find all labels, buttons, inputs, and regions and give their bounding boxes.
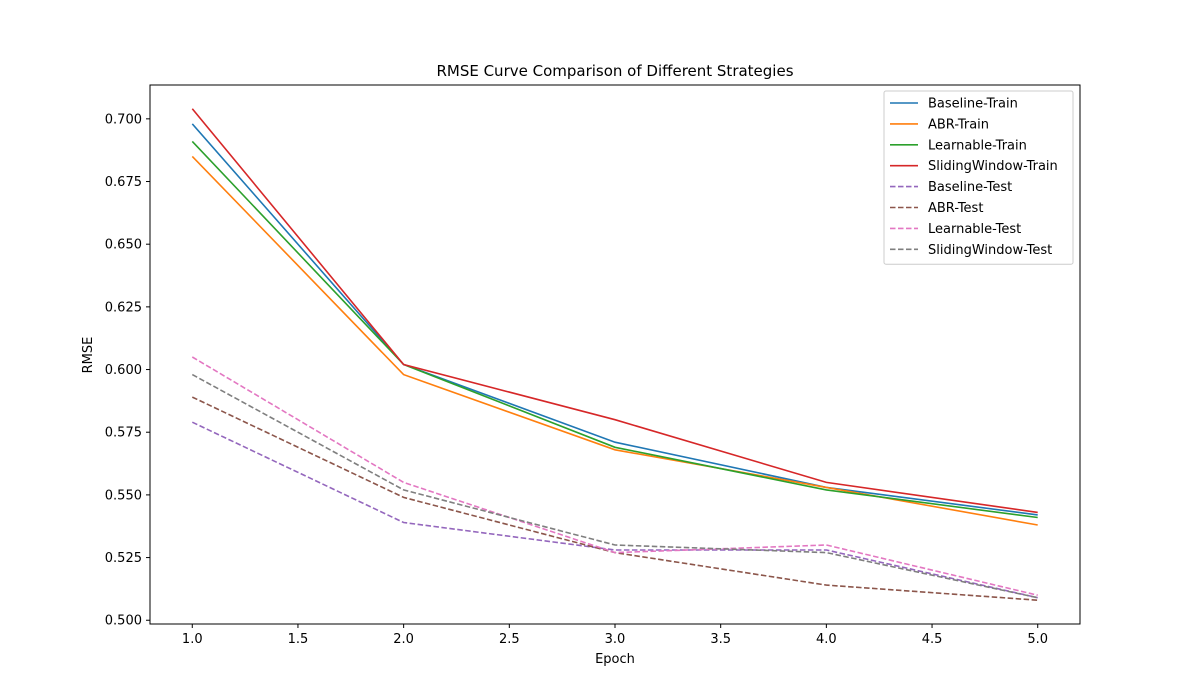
x-tick-label: 2.5 — [499, 632, 520, 647]
x-tick-label: 3.5 — [710, 632, 731, 647]
x-tick-label: 1.5 — [288, 632, 309, 647]
x-tick-label: 4.5 — [922, 632, 943, 647]
y-tick-label: 0.700 — [105, 112, 142, 127]
x-tick-label: 1.0 — [182, 632, 203, 647]
x-tick-label: 2.0 — [393, 632, 414, 647]
x-tick-label: 3.0 — [605, 632, 626, 647]
legend-label-learnable-train: Learnable-Train — [928, 138, 1027, 153]
y-tick-label: 0.525 — [105, 551, 142, 566]
series-layer — [191, 108, 1038, 601]
y-axis: 0.500 0.525 0.550 0.575 0.600 0.625 0.650 0.675… — [105, 112, 150, 629]
series-line-slidingwindow-train — [191, 108, 1038, 514]
y-tick-label: 0.625 — [105, 300, 142, 315]
series-line-learnable-train — [191, 140, 1038, 519]
legend-label-abr-test: ABR-Test — [928, 201, 983, 216]
x-tick-label: 4.0 — [816, 632, 837, 647]
series-line-baseline-test — [191, 421, 1038, 599]
legend-label-slidingwindow-train: SlidingWindow-Train — [928, 159, 1058, 174]
x-axis: 1.0 1.5 2.0 2.5 3.0 3.5 4.0 4.5 5.0 — [182, 624, 1048, 647]
series-line-abr-train — [191, 155, 1038, 526]
y-axis-label: RMSE — [81, 337, 96, 374]
y-tick-label: 0.650 — [105, 238, 142, 253]
series-line-slidingwindow-test — [191, 373, 1038, 599]
legend-label-learnable-test: Learnable-Test — [928, 222, 1021, 237]
y-tick-label: 0.575 — [105, 426, 142, 441]
legend-label-baseline-train: Baseline-Train — [928, 97, 1018, 112]
legend: Baseline-Train ABR-Train Learnable-Train Sl… — [883, 90, 1074, 265]
series-line-learnable-test — [191, 356, 1038, 596]
y-tick-label: 0.550 — [105, 488, 142, 503]
x-axis-label: Epoch — [595, 652, 635, 667]
series-line-baseline-train — [191, 123, 1038, 516]
legend-box — [883, 90, 1074, 265]
y-tick-label: 0.675 — [105, 175, 142, 190]
legend-label-slidingwindow-test: SlidingWindow-Test — [928, 243, 1052, 258]
x-tick-label: 5.0 — [1027, 632, 1048, 647]
legend-label-baseline-test: Baseline-Test — [928, 180, 1012, 195]
y-tick-label: 0.500 — [105, 614, 142, 629]
legend-label-abr-train: ABR-Train — [928, 117, 989, 132]
y-tick-label: 0.600 — [105, 363, 142, 378]
chart-title: RMSE Curve Comparison of Different Strat… — [436, 62, 793, 80]
